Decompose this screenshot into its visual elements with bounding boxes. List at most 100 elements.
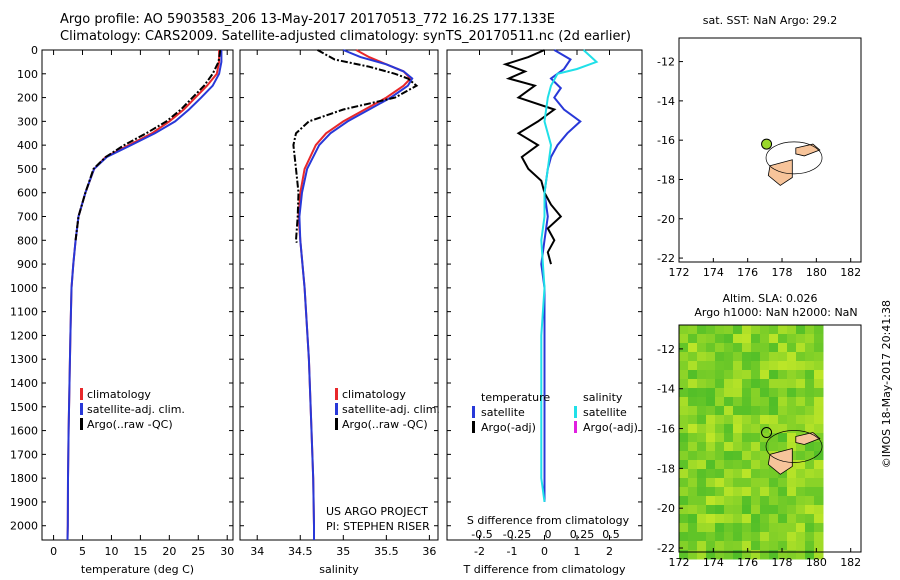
sla-heat-cell <box>751 550 761 560</box>
sla-heat-cell <box>778 523 788 533</box>
temperature-xtick-label: 5 <box>79 545 86 558</box>
depth-tick-label: 1500 <box>10 401 38 414</box>
sla-map-xtick-label: 178 <box>772 556 793 569</box>
sla-heat-cell <box>688 334 698 344</box>
sla-heat-cell <box>733 379 743 389</box>
sla-heat-cell <box>796 406 806 416</box>
sla-heat-cell <box>724 523 734 533</box>
sla-heat-cell <box>697 388 707 398</box>
sla-heat-cell <box>706 370 716 380</box>
salinity-xtick-label: 36 <box>422 545 436 558</box>
sla-heat-cell <box>688 388 698 398</box>
sla-heat-cell <box>733 469 743 479</box>
sla-heat-cell <box>796 460 806 470</box>
sla-heat-cell <box>760 325 770 335</box>
sla-heat-cell <box>769 379 779 389</box>
sla-heat-cell <box>814 469 824 479</box>
sla-heat-cell <box>796 415 806 425</box>
sla-heat-cell <box>733 397 743 407</box>
sst-map-xtick-label: 174 <box>703 266 724 279</box>
sla-heat-cell <box>769 469 779 479</box>
sla-heat-cell <box>796 496 806 506</box>
sst-map-xtick-label: 178 <box>772 266 793 279</box>
sla-heat-cell <box>742 370 752 380</box>
sla-heat-cell <box>796 505 806 515</box>
sla-heat-cell <box>706 442 716 452</box>
sla-heat-cell <box>805 361 815 371</box>
sla-heat-cell <box>733 442 743 452</box>
sla-heat-cell <box>679 334 689 344</box>
sla-heat-cell <box>805 370 815 380</box>
sst-map-ytick-label: -16 <box>657 134 675 147</box>
sla-heat-cell <box>697 460 707 470</box>
sla-heat-cell <box>733 460 743 470</box>
sla-heat-cell <box>715 442 725 452</box>
sla-heat-cell <box>742 523 752 533</box>
sla-heat-cell <box>715 343 725 353</box>
sla-map-ytick-label: -12 <box>657 343 675 356</box>
depth-tick-label: 1400 <box>10 377 38 390</box>
salinity-series-climatology <box>297 49 412 540</box>
sla-heat-cell <box>778 352 788 362</box>
sla-heat-cell <box>679 442 689 452</box>
sla-heat-cell <box>751 469 761 479</box>
sla-heat-cell <box>760 478 770 488</box>
sla-heat-cell <box>751 379 761 389</box>
sla-heat-cell <box>742 397 752 407</box>
sla-heat-cell <box>769 433 779 443</box>
sla-heat-cell <box>724 415 734 425</box>
salinity-legend-label: Argo(..raw -QC) <box>342 418 428 431</box>
sla-heat-cell <box>706 424 716 434</box>
sla-heat-cell <box>679 469 689 479</box>
sla-heat-cell <box>715 532 725 542</box>
sla-heat-cell <box>697 370 707 380</box>
sla-heat-cell <box>706 406 716 416</box>
diff-s-tick-label: 0.25 <box>570 528 595 541</box>
depth-tick-label: 600 <box>17 187 38 200</box>
salinity-plot-frame <box>239 49 439 541</box>
sla-heat-cell <box>679 487 689 497</box>
diff-s-label: S difference from climatology <box>467 514 630 527</box>
sla-heat-cell <box>787 433 797 443</box>
sla-heat-cell <box>814 352 824 362</box>
sla-heat-cell <box>814 541 824 551</box>
sla-heat-cell <box>778 361 788 371</box>
sla-heat-cell <box>697 541 707 551</box>
sla-heat-cell <box>742 424 752 434</box>
sla-heat-cell <box>796 379 806 389</box>
sla-heat-cell <box>805 442 815 452</box>
sla-heat-cell <box>814 325 824 335</box>
sla-heat-cell <box>697 514 707 524</box>
sla-heat-cell <box>769 397 779 407</box>
sla-heat-cell <box>805 397 815 407</box>
depth-tick-label: 200 <box>17 92 38 105</box>
pi-annotation: PI: STEPHEN RISER <box>326 520 430 533</box>
sla-heat-cell <box>715 388 725 398</box>
sla-heat-cell <box>733 451 743 461</box>
diff-legend-swatch <box>472 406 475 418</box>
sla-heat-cell <box>724 442 734 452</box>
sla-heat-cell <box>679 343 689 353</box>
sla-heat-cell <box>787 550 797 560</box>
sla-heat-cell <box>778 442 788 452</box>
sla-heat-cell <box>787 496 797 506</box>
sla-heat-cell <box>688 433 698 443</box>
sla-heat-cell <box>787 352 797 362</box>
sla-heat-cell <box>733 433 743 443</box>
sla-heat-cell <box>715 406 725 416</box>
sla-heat-cell <box>715 514 725 524</box>
depth-tick-label: 1100 <box>10 306 38 319</box>
sla-heat-cell <box>814 442 824 452</box>
sla-heat-cell <box>769 523 779 533</box>
sla-heat-cell <box>679 352 689 362</box>
sla-heat-cell <box>697 334 707 344</box>
sla-heat-cell <box>787 388 797 398</box>
temperature-legend-label: climatology <box>87 388 151 401</box>
sla-heat-cell <box>697 451 707 461</box>
sla-heat-cell <box>742 514 752 524</box>
sla-heat-cell <box>751 460 761 470</box>
depth-tick-label: 300 <box>17 115 38 128</box>
sla-heat-cell <box>778 370 788 380</box>
sla-heat-cell <box>706 343 716 353</box>
salinity-legend-label: satellite-adj. clim. <box>342 403 440 416</box>
